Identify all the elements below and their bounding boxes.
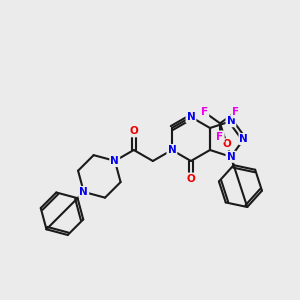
Text: F: F bbox=[217, 131, 224, 142]
Text: N: N bbox=[187, 112, 195, 122]
Text: N: N bbox=[110, 156, 119, 166]
Text: F: F bbox=[201, 107, 208, 117]
Text: N: N bbox=[167, 145, 176, 155]
Text: N: N bbox=[226, 116, 235, 126]
Text: F: F bbox=[232, 107, 239, 117]
Text: N: N bbox=[80, 187, 88, 197]
Text: O: O bbox=[187, 174, 195, 184]
Text: N: N bbox=[239, 134, 248, 144]
Text: N: N bbox=[226, 152, 235, 162]
Text: O: O bbox=[223, 139, 231, 149]
Text: O: O bbox=[129, 126, 138, 136]
